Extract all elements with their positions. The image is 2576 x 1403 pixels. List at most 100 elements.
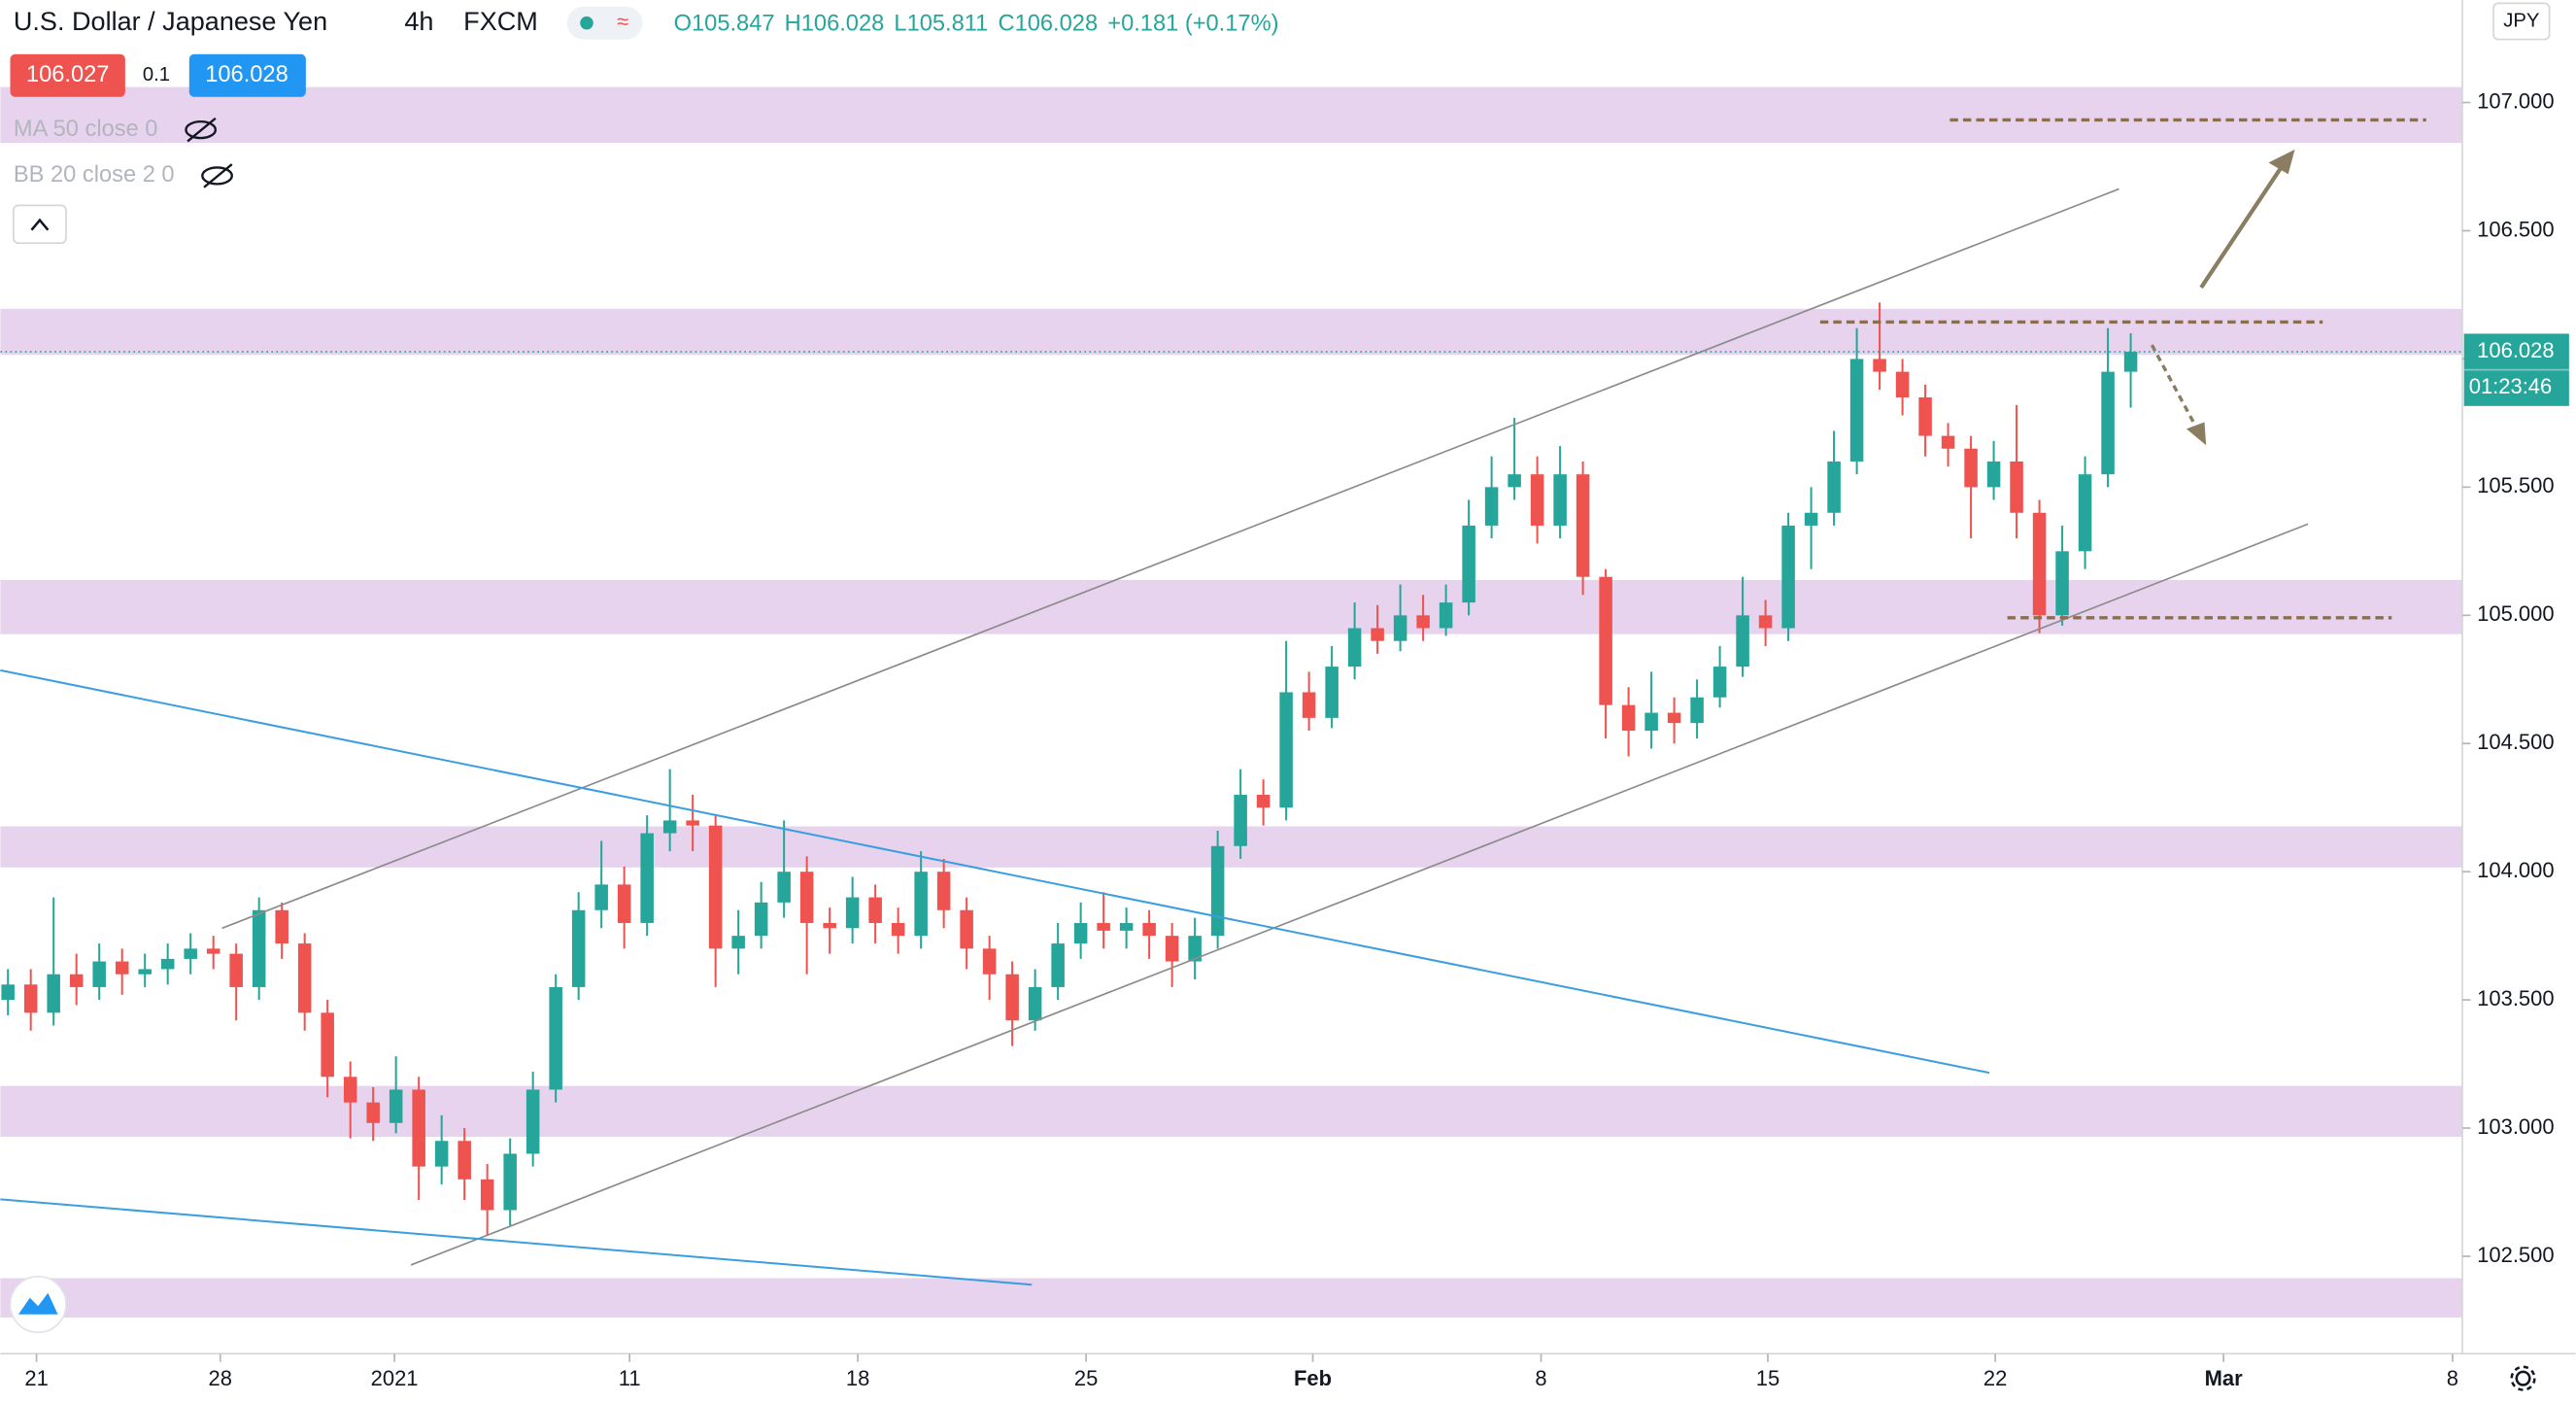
logo-button[interactable]: [9, 1275, 67, 1334]
candle-body: [936, 872, 951, 910]
buy-button[interactable]: [188, 53, 306, 97]
candle-body: [868, 897, 882, 923]
candle-body: [1599, 576, 1612, 705]
candle-body: [1325, 667, 1339, 718]
candle-body: [1097, 922, 1110, 931]
candle-body: [1849, 359, 1864, 462]
x-tick-label: 21: [24, 1366, 48, 1390]
y-tick-label: 102.500: [2477, 1243, 2554, 1267]
x-tick-label: 28: [209, 1366, 232, 1390]
candle-body: [845, 897, 860, 929]
candle-body: [366, 1102, 380, 1123]
y-tick-label: 104.000: [2477, 858, 2554, 882]
candle-body: [1667, 712, 1681, 724]
candles: [1, 302, 2138, 1236]
candle-body: [914, 872, 928, 937]
candle-body: [1393, 615, 1407, 641]
candle-body: [1576, 474, 1590, 577]
candle-body: [1347, 628, 1362, 667]
candle-body: [69, 974, 84, 987]
arrow-head: [2268, 149, 2295, 175]
candle-body: [206, 948, 220, 954]
sell-price[interactable]: 106.027: [26, 62, 110, 87]
y-tick-label: 107.000: [2477, 88, 2554, 113]
x-tick-label: 25: [1074, 1366, 1098, 1390]
zones: [0, 86, 2462, 1318]
candle-body: [1416, 615, 1430, 629]
candle-body: [480, 1179, 494, 1211]
chevron: [30, 218, 50, 231]
currency[interactable]: JPY: [2503, 10, 2540, 31]
x-tick-label: 18: [846, 1366, 869, 1390]
sell-button[interactable]: [10, 53, 125, 97]
x-tick-label: 22: [1983, 1366, 2007, 1390]
candle-body: [2010, 461, 2023, 513]
candle-body: [1165, 936, 1179, 962]
candle-body: [1188, 936, 1202, 962]
y-tick-label: 106.500: [2477, 217, 2554, 241]
candle-body: [297, 943, 312, 1013]
x-tick-label: 11: [619, 1366, 641, 1390]
x-tick-label: 8: [1535, 1366, 1546, 1390]
candle-body: [2101, 371, 2115, 475]
candle-body: [2032, 512, 2047, 616]
y-tick-label: 103.500: [2477, 986, 2554, 1010]
countdown: 01:23:46: [2469, 374, 2553, 398]
gear-center: [2515, 1370, 2531, 1386]
candle-body: [1986, 461, 2001, 488]
candle-body: [434, 1141, 449, 1167]
candle-body: [960, 909, 973, 949]
candle-body: [2055, 551, 2069, 616]
legend-value: L105.811: [894, 12, 988, 37]
candle-body: [343, 1077, 357, 1103]
collapse-button[interactable]: [13, 204, 67, 245]
x-tick-label: 15: [1756, 1366, 1779, 1390]
candle-body: [1005, 974, 1019, 1021]
candle-body: [1553, 474, 1567, 526]
candle-body: [891, 922, 905, 937]
candle-body: [1119, 922, 1134, 931]
arrow-head: [2186, 422, 2207, 446]
legend-value: O105.847: [674, 12, 775, 37]
candle-body: [1234, 795, 1247, 846]
ohlc-legend: O105.847 H106.028 L105.811 C106.028 +0.181 (…: [674, 12, 1279, 37]
candle-body: [1781, 525, 1795, 629]
candle-body: [1941, 435, 1955, 449]
gear-teeth: [2510, 1365, 2536, 1391]
last-price-box: [2463, 333, 2569, 406]
candle-body: [47, 974, 60, 1013]
eye-icon[interactable]: [201, 166, 233, 186]
candle-body: [1142, 922, 1156, 937]
candle-body: [458, 1141, 471, 1180]
candle-body: [389, 1089, 403, 1123]
candle-body: [503, 1153, 517, 1211]
candle-body: [92, 961, 106, 987]
candle-body: [412, 1089, 425, 1167]
trend-line: [0, 668, 1990, 1075]
candle-body: [229, 953, 243, 987]
indicator[interactable]: BB 20 close 2 0: [14, 162, 175, 188]
status-pill[interactable]: [566, 6, 643, 40]
interval: 4h: [404, 7, 433, 36]
candle-body: [1484, 487, 1499, 526]
legend-value: +0.181 (+0.17%): [1107, 12, 1278, 37]
candle-body: [1462, 525, 1475, 603]
status-icon: ≈: [617, 9, 628, 33]
eye-icon[interactable]: [185, 120, 218, 140]
indicator[interactable]: MA 50 close 0: [14, 117, 158, 142]
spread: 0.1: [143, 64, 170, 86]
arrow: [2199, 162, 2286, 290]
x-tick-label: 8: [2447, 1366, 2458, 1390]
candle-body: [1302, 692, 1316, 718]
settings-icon[interactable]: [2510, 1365, 2536, 1391]
candle-body: [640, 833, 654, 923]
eye-slash: [186, 117, 217, 143]
candle-body: [1028, 986, 1042, 1021]
candle-body: [1508, 474, 1521, 488]
candle-body: [1073, 922, 1088, 944]
buy-price[interactable]: 106.028: [205, 62, 288, 87]
currency-button[interactable]: [2492, 2, 2551, 41]
logo: [17, 1292, 58, 1315]
zone: [0, 826, 2462, 868]
arrow: [2150, 344, 2200, 431]
